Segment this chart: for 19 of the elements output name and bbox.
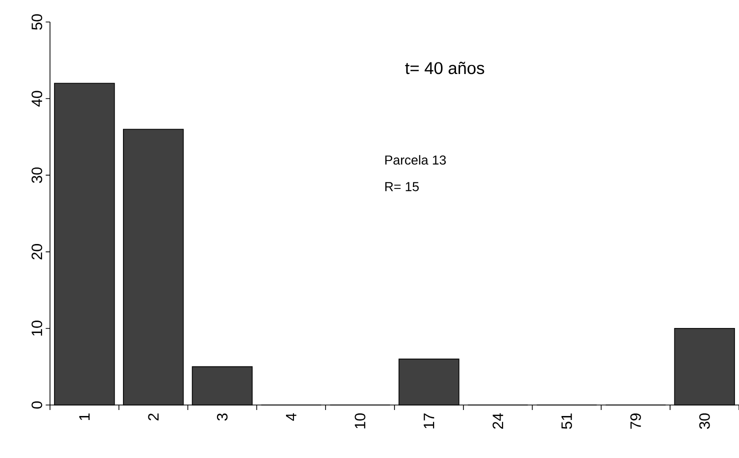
annotation: Parcela 13 [385,155,446,165]
annotation: t= 40 años [405,62,484,74]
y-tick-label: 10 [32,320,42,336]
x-tick-label: 51 [562,414,572,429]
x-tick-label: 2 [148,414,159,420]
x-tick-label: 17 [424,414,434,428]
y-tick-label: 30 [32,167,42,183]
y-tick-label: 40 [32,90,42,107]
x-tick-label: 30 [699,413,710,429]
y-tick-label: 0 [32,401,42,409]
x-tick-label: 1 [79,414,90,420]
x-tick-label: 10 [354,413,366,428]
x-tick-label: 79 [630,414,641,429]
annotation: R= 15 [385,182,419,192]
y-tick-label: 20 [32,244,42,260]
x-tick-label: 24 [492,413,504,429]
x-tick-label: 3 [216,413,228,421]
x-tick-label: 4 [286,413,296,421]
y-tick-label: 50 [32,14,42,30]
